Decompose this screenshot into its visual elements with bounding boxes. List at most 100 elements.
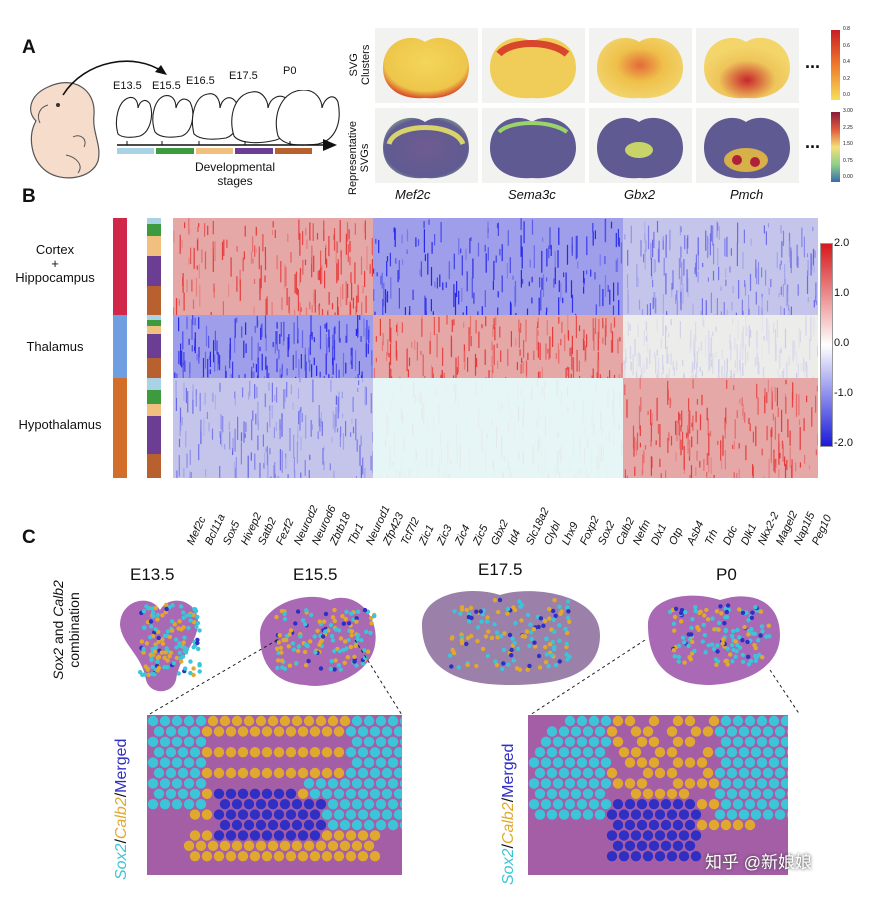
heatmap-texture	[538, 435, 540, 449]
spot	[733, 639, 738, 644]
heatmap-texture	[226, 239, 228, 248]
spot	[532, 640, 537, 645]
heatmap-texture	[336, 263, 338, 284]
heatmap-texture	[417, 239, 420, 246]
stage-title: E17.5	[478, 560, 523, 579]
heatmap-texture	[321, 265, 323, 284]
heatmap-texture	[280, 261, 282, 283]
spot	[678, 610, 684, 616]
heatmap-texture	[493, 318, 495, 330]
heatmap-texture	[481, 306, 483, 320]
spot	[547, 642, 553, 647]
heatmap-texture	[757, 261, 760, 285]
heatmap-texture	[659, 458, 661, 467]
heatmap-texture	[792, 382, 794, 400]
heatmap-texture	[296, 288, 298, 296]
heatmap-texture	[709, 477, 711, 478]
heatmap-texture	[649, 303, 651, 327]
spot-sox2	[594, 788, 606, 799]
spot-sox2	[183, 757, 195, 768]
heatmap-texture	[272, 342, 274, 348]
spot	[287, 663, 293, 668]
heatmap-texture	[643, 365, 646, 373]
heatmap-gene-label: Otp	[667, 525, 686, 548]
heatmap-texture	[679, 321, 681, 339]
heatmap-texture	[560, 282, 562, 302]
heatmap-texture	[706, 471, 708, 478]
heatmap-texture	[396, 322, 399, 337]
heatmap-texture	[595, 304, 597, 315]
heatmap-texture	[376, 272, 378, 277]
spot	[753, 645, 758, 651]
spot-calb2	[237, 767, 249, 779]
spot-calb2	[189, 830, 201, 841]
heatmap-texture	[496, 223, 499, 229]
heatmap-texture	[352, 396, 354, 413]
heatmap-texture	[399, 470, 401, 478]
colorbar-tick: 1.0	[834, 287, 850, 299]
heatmap-texture	[461, 255, 463, 276]
heatmap-texture	[287, 474, 289, 478]
spot-sox2	[774, 726, 786, 737]
heatmap-texture	[569, 347, 571, 357]
heatmap-texture	[486, 433, 488, 440]
heatmap-texture	[309, 222, 311, 241]
spot-sox2	[375, 819, 387, 831]
heatmap-gene-label: Ddc	[720, 524, 740, 548]
heatmap-texture	[679, 276, 681, 294]
heatmap-texture	[456, 448, 458, 467]
spot-calb2	[708, 799, 720, 810]
heatmap-texture	[365, 387, 367, 405]
heatmap-texture	[235, 457, 237, 478]
spot-sox2	[369, 767, 381, 779]
heatmap-texture	[774, 329, 777, 352]
heatmap-texture	[653, 258, 655, 274]
heatmap-texture	[450, 459, 452, 465]
heatmap-texture	[196, 265, 198, 270]
heatmap-texture	[209, 355, 211, 360]
heatmap-texture	[634, 339, 636, 351]
heatmap-texture	[795, 462, 797, 472]
heatmap-texture	[189, 361, 191, 378]
spot-sox2	[750, 767, 762, 779]
heatmap-texture	[223, 239, 225, 256]
heatmap-texture	[190, 472, 192, 478]
heatmap-texture	[584, 447, 586, 465]
heatmap-texture	[575, 315, 577, 339]
spot-calb2	[201, 788, 213, 799]
spot-sox2	[369, 788, 381, 799]
spot	[458, 611, 463, 616]
spot	[150, 606, 155, 611]
heatmap-texture	[546, 248, 548, 267]
stage-color-bar	[195, 148, 234, 154]
heatmap-texture	[690, 465, 693, 478]
spot	[740, 638, 745, 643]
heatmap-texture	[264, 247, 266, 257]
spot-merged	[666, 809, 678, 820]
heatmap-texture	[547, 474, 550, 478]
ellipsis-row2: ...	[805, 132, 821, 152]
heatmap-texture	[600, 411, 602, 423]
heatmap-texture	[557, 451, 559, 474]
heatmap-texture	[198, 444, 200, 461]
heatmap-texture	[345, 281, 347, 305]
spot	[566, 615, 571, 620]
spot-calb2	[201, 851, 213, 862]
heatmap-texture	[776, 252, 778, 269]
heatmap-texture	[590, 269, 592, 277]
heatmap-texture	[718, 226, 720, 240]
heatmap-texture	[477, 242, 480, 257]
heatmap-texture	[240, 442, 242, 465]
heatmap-texture	[466, 271, 468, 292]
spot-calb2	[630, 726, 642, 737]
heatmap-texture	[257, 420, 259, 431]
heatmap-texture	[591, 404, 593, 428]
spot	[557, 604, 562, 609]
stage-side-segment	[147, 256, 161, 286]
heatmap-texture	[299, 302, 301, 325]
heatmap-texture	[529, 259, 531, 268]
heatmap-texture	[298, 359, 300, 378]
spot-sox2	[153, 726, 165, 737]
spot-sox2	[588, 736, 600, 747]
spot-calb2	[708, 715, 720, 727]
